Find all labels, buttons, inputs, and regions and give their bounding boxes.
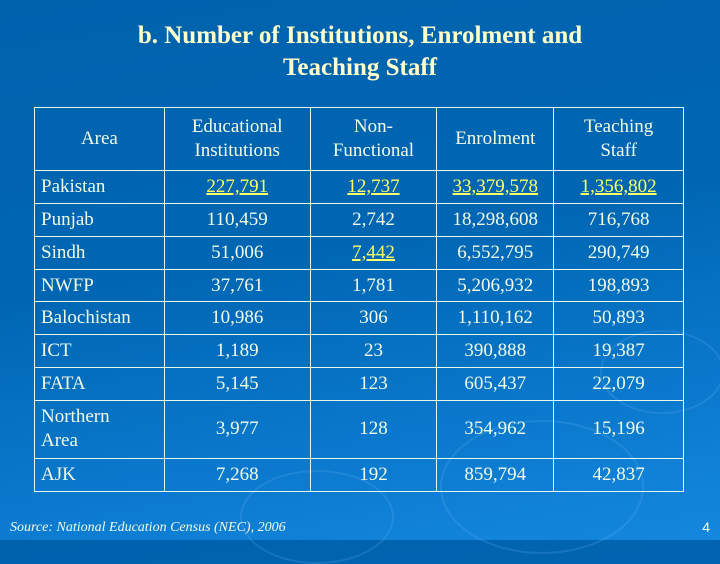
table-row-punjab: Punjab 110,459 2,742 18,298,608 716,768	[34, 203, 684, 237]
cell-teaching: 1,356,802	[553, 170, 684, 205]
slide-title-line-1: b. Number of Institutions, Enrolment and	[137, 22, 583, 49]
header-teaching-staff: Teaching Staff	[553, 106, 684, 172]
cell-nonfunctional: 1,781	[309, 268, 438, 303]
table-row-nwfp: NWFP 37,761 1,781 5,206,932 198,893	[34, 268, 684, 303]
cell-area: Pakistan	[34, 170, 165, 205]
highlighted-value: 33,379,578	[452, 176, 539, 198]
highlighted-value: 227,791	[206, 176, 269, 198]
header-nonfunctional: Non- Functional	[309, 106, 438, 172]
cell-area: Balochistan	[34, 301, 165, 336]
cell-enrolment: 5,206,932	[436, 268, 555, 303]
cell-teaching: 19,387	[553, 334, 684, 368]
cell-teaching: 716,768	[553, 203, 684, 237]
cell-area: Punjab	[34, 203, 165, 237]
highlighted-value: 1,356,802	[580, 176, 657, 198]
cell-nonfunctional: 7,442	[309, 235, 438, 270]
header-institutions-line1: Educational	[191, 116, 283, 138]
cell-area: FATA	[34, 366, 165, 401]
cell-enrolment: 605,437	[436, 366, 555, 401]
header-institutions: Educational Institutions	[163, 106, 311, 172]
cell-nonfunctional: 123	[309, 366, 438, 401]
cell-institutions: 3,977	[163, 399, 311, 460]
cell-area: Northern Area	[34, 399, 165, 460]
cell-area: ICT	[34, 334, 165, 368]
slide-title: b. Number of Institutions, Enrolment and…	[0, 20, 720, 84]
cell-institutions: 7,268	[163, 458, 311, 492]
institutions-table: Area Educational Institutions Non- Functio…	[34, 106, 684, 492]
cell-nonfunctional: 12,737	[309, 170, 438, 205]
cell-institutions: 227,791	[163, 170, 311, 205]
source-note: Source: National Education Census (NEC),…	[10, 520, 286, 535]
cell-enrolment: 859,794	[436, 458, 555, 492]
cell-enrolment: 18,298,608	[436, 203, 555, 237]
table-row-northern-area: Northern Area 3,977 128 354,962 15,196	[34, 399, 684, 460]
cell-nonfunctional: 192	[309, 458, 438, 492]
cell-teaching: 15,196	[553, 399, 684, 460]
cell-institutions: 37,761	[163, 268, 311, 303]
cell-enrolment: 390,888	[436, 334, 555, 368]
cell-area-line1: Northern	[41, 406, 110, 428]
table-row-ajk: AJK 7,268 192 859,794 42,837	[34, 458, 684, 492]
page-number: 4	[702, 519, 710, 535]
cell-teaching: 42,837	[553, 458, 684, 492]
table-row-fata: FATA 5,145 123 605,437 22,079	[34, 366, 684, 401]
cell-teaching: 198,893	[553, 268, 684, 303]
header-area: Area	[34, 106, 165, 172]
header-teaching-line1: Teaching	[583, 116, 654, 138]
cell-teaching: 50,893	[553, 301, 684, 336]
cell-nonfunctional: 306	[309, 301, 438, 336]
header-institutions-line2: Institutions	[194, 140, 280, 162]
cell-area: Sindh	[34, 235, 165, 270]
cell-institutions: 5,145	[163, 366, 311, 401]
cell-area-line2: Area	[41, 430, 78, 452]
cell-enrolment: 354,962	[436, 399, 555, 460]
cell-enrolment: 1,110,162	[436, 301, 555, 336]
header-nonfunctional-line1: Non-	[353, 116, 393, 138]
header-nonfunctional-line2: Functional	[332, 140, 415, 162]
slide-title-line-2: Teaching Staff	[283, 54, 437, 81]
cell-institutions: 51,006	[163, 235, 311, 270]
table-row-pakistan: Pakistan 227,791 12,737 33,379,578 1,356…	[34, 170, 684, 205]
cell-enrolment: 6,552,795	[436, 235, 555, 270]
cell-institutions: 110,459	[163, 203, 311, 237]
table-row-sindh: Sindh 51,006 7,442 6,552,795 290,749	[34, 235, 684, 270]
cell-nonfunctional: 128	[309, 399, 438, 460]
cell-teaching: 22,079	[553, 366, 684, 401]
cell-institutions: 1,189	[163, 334, 311, 368]
table-row-balochistan: Balochistan 10,986 306 1,110,162 50,893	[34, 301, 684, 336]
header-enrolment: Enrolment	[436, 106, 555, 172]
header-teaching-line2: Staff	[600, 140, 637, 162]
cell-nonfunctional: 2,742	[309, 203, 438, 237]
table-header-row: Area Educational Institutions Non- Functio…	[34, 106, 684, 172]
cell-area: AJK	[34, 458, 165, 492]
cell-area: NWFP	[34, 268, 165, 303]
cell-teaching: 290,749	[553, 235, 684, 270]
cell-institutions: 10,986	[163, 301, 311, 336]
highlighted-value: 12,737	[347, 176, 400, 198]
highlighted-value: 7,442	[352, 241, 395, 263]
cell-nonfunctional: 23	[309, 334, 438, 368]
cell-enrolment: 33,379,578	[436, 170, 555, 205]
table-row-ict: ICT 1,189 23 390,888 19,387	[34, 334, 684, 368]
